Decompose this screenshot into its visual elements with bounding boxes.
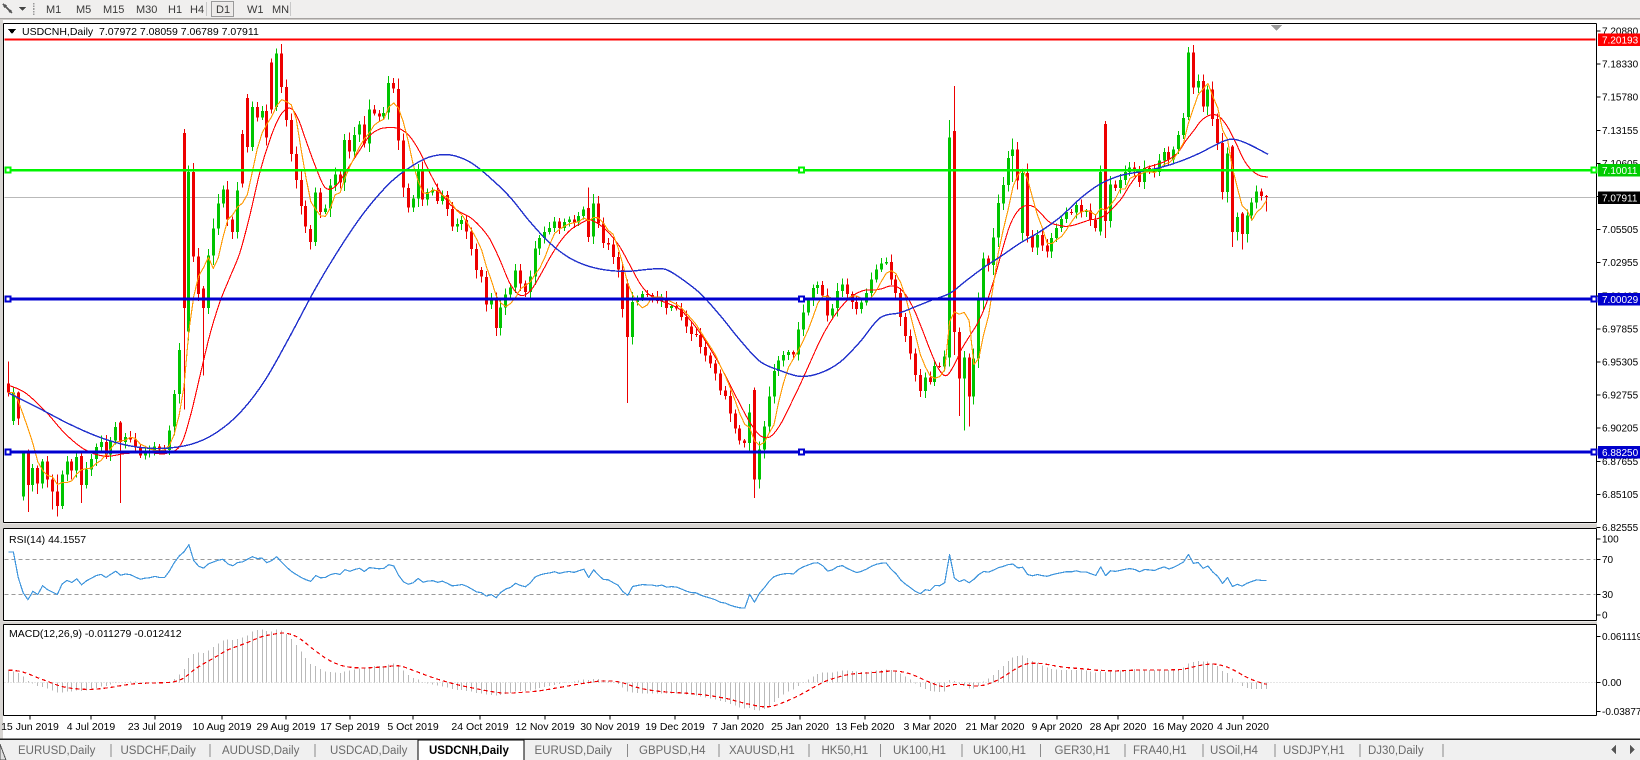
svg-text:7.10011: 7.10011: [1602, 166, 1638, 177]
svg-text:17 Sep 2019: 17 Sep 2019: [320, 721, 380, 733]
svg-text:12 Nov 2019: 12 Nov 2019: [515, 721, 575, 733]
svg-text:7.15780: 7.15780: [1602, 93, 1639, 104]
svg-text:100: 100: [1602, 535, 1619, 546]
svg-text:7.20880: 7.20880: [1602, 27, 1639, 38]
svg-text:29 Aug 2019: 29 Aug 2019: [257, 721, 316, 733]
svg-text:MACD(12,26,9) -0.011279 -0.012: MACD(12,26,9) -0.011279 -0.012412: [9, 628, 182, 640]
svg-text:6.92755: 6.92755: [1602, 391, 1639, 402]
svg-text:6.95305: 6.95305: [1602, 358, 1639, 369]
svg-text:USOil,H4: USOil,H4: [1210, 745, 1259, 757]
svg-text:6.82555: 6.82555: [1602, 523, 1639, 534]
svg-text:7.20193: 7.20193: [1602, 36, 1639, 47]
svg-text:5 Oct 2019: 5 Oct 2019: [387, 721, 439, 733]
svg-text:0: 0: [1602, 611, 1608, 622]
svg-text:7.18330: 7.18330: [1602, 60, 1639, 71]
svg-text:XAUUSD,H1: XAUUSD,H1: [729, 745, 795, 757]
svg-text:24 Oct 2019: 24 Oct 2019: [451, 721, 508, 733]
svg-text:D1: D1: [216, 4, 230, 16]
svg-text:H1: H1: [168, 4, 182, 16]
svg-text:USDCAD,Daily: USDCAD,Daily: [330, 745, 408, 757]
svg-text:EURUSD,Daily: EURUSD,Daily: [18, 745, 96, 757]
svg-text:USDCNH,Daily 7.07972 7.08059: USDCNH,Daily 7.07972 7.08059 7.06789 7.0…: [22, 26, 259, 38]
svg-text:7 Jan 2020: 7 Jan 2020: [712, 721, 764, 733]
svg-text:19 Dec 2019: 19 Dec 2019: [645, 721, 705, 733]
svg-text:M30: M30: [136, 4, 157, 16]
svg-text:6.88250: 6.88250: [1602, 448, 1639, 459]
svg-text:25 Jan 2020: 25 Jan 2020: [771, 721, 829, 733]
svg-text:23 Jul 2019: 23 Jul 2019: [128, 721, 182, 733]
svg-text:AUDUSD,Daily: AUDUSD,Daily: [222, 745, 300, 757]
svg-text:30 Nov 2019: 30 Nov 2019: [580, 721, 640, 733]
svg-text:M15: M15: [103, 4, 124, 16]
svg-text:HK50,H1: HK50,H1: [822, 745, 869, 757]
svg-text:6.85105: 6.85105: [1602, 490, 1639, 501]
svg-text:UK100,H1: UK100,H1: [893, 745, 946, 757]
svg-text:30: 30: [1602, 590, 1614, 601]
svg-text:USDCNH,Daily: USDCNH,Daily: [429, 745, 509, 757]
svg-text:28 Apr 2020: 28 Apr 2020: [1090, 721, 1147, 733]
svg-text:GBPUSD,H4: GBPUSD,H4: [639, 745, 706, 757]
svg-text:21 Mar 2020: 21 Mar 2020: [966, 721, 1025, 733]
svg-text:DJ30,Daily: DJ30,Daily: [1368, 745, 1424, 757]
svg-text:-0.038777: -0.038777: [1602, 707, 1640, 718]
svg-text:EURUSD,Daily: EURUSD,Daily: [535, 745, 613, 757]
svg-text:4 Jun 2020: 4 Jun 2020: [1217, 721, 1269, 733]
svg-text:0.00: 0.00: [1602, 678, 1622, 689]
svg-text:16 May 2020: 16 May 2020: [1153, 721, 1214, 733]
svg-text:7.05505: 7.05505: [1602, 225, 1639, 236]
svg-text:9 Apr 2020: 9 Apr 2020: [1032, 721, 1083, 733]
svg-text:7.02955: 7.02955: [1602, 258, 1639, 269]
svg-text:70: 70: [1602, 555, 1614, 566]
svg-text:USDCHF,Daily: USDCHF,Daily: [121, 745, 197, 757]
svg-text:GER30,H1: GER30,H1: [1055, 745, 1111, 757]
svg-text:15 Jun 2019: 15 Jun 2019: [1, 721, 59, 733]
svg-text:FRA40,H1: FRA40,H1: [1133, 745, 1187, 757]
svg-text:6.90205: 6.90205: [1602, 424, 1639, 435]
svg-text:MN: MN: [272, 4, 289, 16]
svg-text:3 Mar 2020: 3 Mar 2020: [903, 721, 956, 733]
svg-text:7.13155: 7.13155: [1602, 126, 1639, 137]
svg-text:W1: W1: [247, 4, 264, 16]
svg-text:13 Feb 2020: 13 Feb 2020: [836, 721, 895, 733]
svg-text:6.97855: 6.97855: [1602, 324, 1639, 335]
svg-text:6.87655: 6.87655: [1602, 457, 1639, 468]
svg-text:4 Jul 2019: 4 Jul 2019: [67, 721, 116, 733]
svg-text:0.061119: 0.061119: [1602, 632, 1640, 643]
svg-text:H4: H4: [190, 4, 204, 16]
svg-text:10 Aug 2019: 10 Aug 2019: [193, 721, 252, 733]
svg-text:7.00029: 7.00029: [1602, 295, 1639, 306]
svg-text:USDJPY,H1: USDJPY,H1: [1283, 745, 1345, 757]
svg-text:7.07911: 7.07911: [1602, 194, 1638, 205]
svg-text:RSI(14) 44.1557: RSI(14) 44.1557: [9, 534, 86, 546]
svg-text:UK100,H1: UK100,H1: [973, 745, 1026, 757]
svg-text:M1: M1: [46, 4, 61, 16]
svg-text:M5: M5: [76, 4, 91, 16]
